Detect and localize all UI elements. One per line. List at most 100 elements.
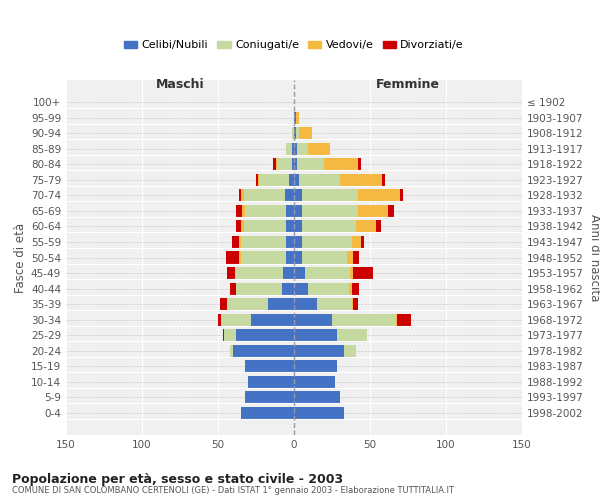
Bar <box>294 314 332 326</box>
Bar <box>297 142 308 155</box>
Bar <box>257 174 259 186</box>
Bar <box>358 158 361 170</box>
Bar <box>239 190 241 202</box>
Bar <box>294 329 337 341</box>
Bar <box>294 190 302 202</box>
Bar <box>235 267 283 279</box>
Bar <box>220 298 227 310</box>
Bar <box>302 205 358 217</box>
Bar <box>302 252 347 264</box>
Bar <box>397 314 411 326</box>
Bar <box>292 142 294 155</box>
Bar <box>218 314 221 326</box>
Bar <box>236 205 242 217</box>
Bar <box>376 220 380 232</box>
Bar <box>286 205 294 217</box>
Bar <box>273 158 276 170</box>
Text: Maschi: Maschi <box>155 78 205 92</box>
Bar <box>294 158 297 170</box>
Bar <box>302 190 358 202</box>
Bar <box>296 112 299 124</box>
Bar <box>388 205 394 217</box>
Bar <box>396 314 397 326</box>
Bar <box>299 127 312 140</box>
Bar <box>353 267 373 279</box>
Bar <box>283 267 294 279</box>
Bar <box>230 282 236 294</box>
Bar <box>245 391 294 404</box>
Bar <box>356 220 376 232</box>
Legend: Celibi/Nubili, Coniugati/e, Vedovi/e, Divorziati/e: Celibi/Nubili, Coniugati/e, Vedovi/e, Di… <box>119 36 469 54</box>
Bar <box>286 220 294 232</box>
Bar <box>352 298 353 310</box>
Bar <box>282 282 294 294</box>
Bar <box>236 282 282 294</box>
Text: COMUNE DI SAN COLOMBANO CERTENOLI (GE) - Dati ISTAT 1° gennaio 2003 - Elaborazio: COMUNE DI SAN COLOMBANO CERTENOLI (GE) -… <box>12 486 454 495</box>
Bar <box>232 236 239 248</box>
Bar <box>358 190 400 202</box>
Bar <box>296 127 299 140</box>
Bar <box>317 298 352 310</box>
Bar <box>244 220 286 232</box>
Bar <box>294 267 305 279</box>
Bar <box>286 142 292 155</box>
Bar <box>294 360 337 372</box>
Bar <box>221 314 251 326</box>
Bar <box>305 267 350 279</box>
Bar <box>241 406 294 419</box>
Bar <box>245 360 294 372</box>
Bar <box>286 252 294 264</box>
Bar <box>251 314 294 326</box>
Bar <box>344 344 356 356</box>
Bar <box>248 376 294 388</box>
Bar <box>285 190 294 202</box>
Bar <box>256 174 257 186</box>
Bar <box>349 282 352 294</box>
Bar <box>277 158 292 170</box>
Bar <box>294 344 344 356</box>
Bar <box>350 267 353 279</box>
Bar <box>302 236 352 248</box>
Bar <box>294 127 296 140</box>
Bar <box>236 220 241 232</box>
Bar <box>353 252 359 264</box>
Bar <box>242 205 245 217</box>
Bar <box>294 298 317 310</box>
Bar <box>353 298 358 310</box>
Bar <box>233 344 294 356</box>
Bar <box>294 391 340 404</box>
Bar <box>294 252 302 264</box>
Bar <box>224 329 236 341</box>
Bar <box>340 174 382 186</box>
Bar <box>308 142 331 155</box>
Bar <box>294 174 299 186</box>
Bar <box>276 158 277 170</box>
Bar <box>294 112 296 124</box>
Bar <box>294 142 297 155</box>
Bar <box>352 236 361 248</box>
Bar <box>294 205 302 217</box>
Bar <box>286 236 294 248</box>
Bar <box>292 158 294 170</box>
Y-axis label: Fasce di età: Fasce di età <box>14 222 27 292</box>
Bar <box>297 158 325 170</box>
Bar <box>289 174 294 186</box>
Y-axis label: Anni di nascita: Anni di nascita <box>588 214 600 301</box>
Bar <box>241 252 286 264</box>
Text: Popolazione per età, sesso e stato civile - 2003: Popolazione per età, sesso e stato civil… <box>12 472 343 486</box>
Bar <box>352 282 359 294</box>
Bar <box>294 406 344 419</box>
Bar <box>239 236 241 248</box>
Bar <box>227 298 268 310</box>
Bar <box>361 236 364 248</box>
Bar <box>268 298 294 310</box>
Bar <box>223 329 224 341</box>
Bar <box>302 220 356 232</box>
Bar <box>226 252 239 264</box>
Bar <box>400 190 403 202</box>
Bar <box>358 205 388 217</box>
Bar <box>294 236 302 248</box>
Bar <box>308 282 349 294</box>
Bar <box>227 267 235 279</box>
Bar <box>294 220 302 232</box>
